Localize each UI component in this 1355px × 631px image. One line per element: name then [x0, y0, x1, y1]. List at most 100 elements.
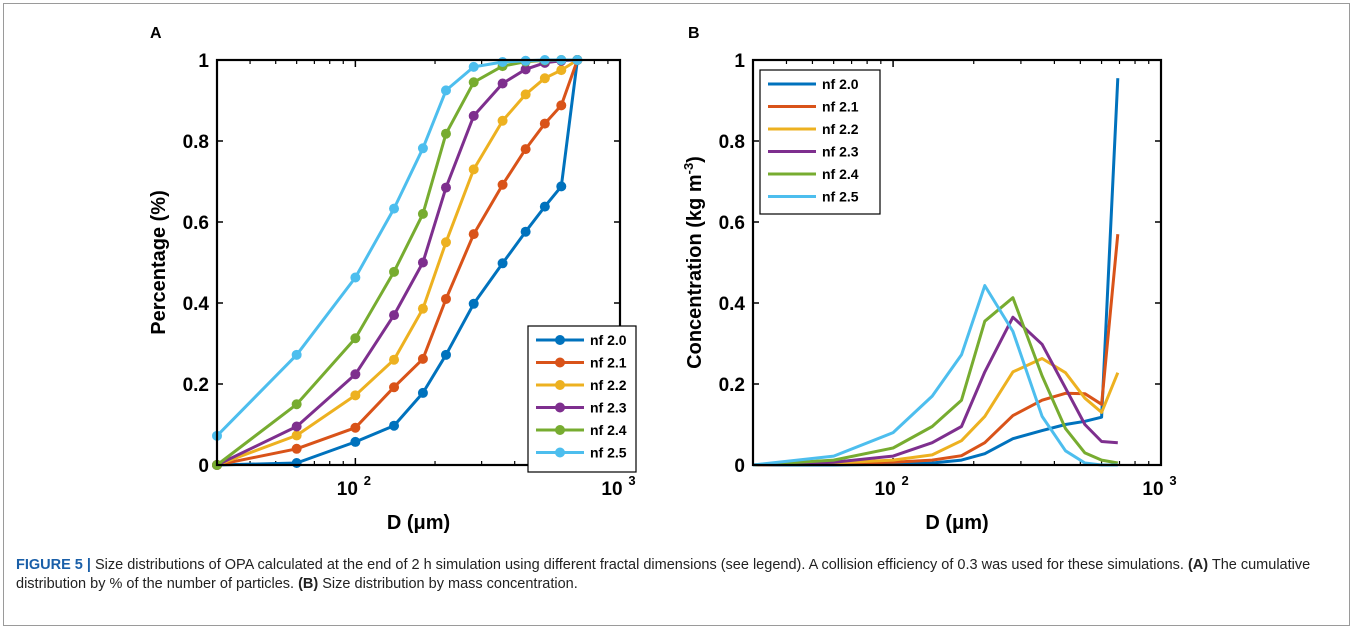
x-tick-exponent: 3: [1169, 473, 1176, 488]
x-tick-exponent: 3: [628, 473, 635, 488]
data-point: [497, 78, 508, 89]
data-point: [468, 77, 479, 88]
x-tick-label: 10: [1142, 479, 1163, 500]
data-point: [520, 64, 531, 75]
x-tick-label: 10: [601, 479, 622, 500]
data-point: [468, 229, 479, 240]
data-point: [417, 208, 428, 219]
data-point: [417, 257, 428, 268]
legend-marker: [555, 357, 565, 368]
legend-label: nf 2.5: [822, 189, 859, 205]
legend-label: nf 2.0: [822, 76, 859, 92]
data-point: [291, 399, 302, 410]
y-tick-label: 0: [734, 456, 745, 477]
y-tick-label: 0.4: [183, 294, 210, 315]
data-point: [291, 349, 302, 360]
series-line-nf-2-5: [752, 284, 1118, 467]
panel-label-a: A: [150, 25, 162, 42]
caption-text-1: Size distributions of OPA calculated at …: [90, 557, 1188, 573]
legend-label: nf 2.1: [590, 355, 627, 371]
data-point: [291, 443, 302, 454]
legend-box-b: [759, 69, 881, 215]
x-axis-label: D (μm): [925, 512, 988, 534]
data-point: [291, 457, 302, 468]
data-point: [440, 237, 451, 248]
legend-label: nf 2.4: [822, 166, 859, 182]
y-tick-label: 0.6: [183, 213, 209, 234]
data-point: [389, 203, 400, 214]
y-axis-label: Percentage (%): [148, 190, 170, 335]
series-line-nf-2-3: [752, 315, 1118, 467]
y-tick-label: 0.2: [719, 375, 745, 396]
caption-text-2: The cumulative distribution by % of the …: [16, 557, 1311, 592]
legend-label: nf 2.2: [822, 121, 859, 137]
data-point: [389, 420, 400, 431]
data-point: [350, 333, 361, 344]
data-point: [497, 57, 508, 68]
x-tick-label: 10: [875, 479, 896, 500]
y-tick-label: 0: [198, 456, 209, 477]
axes-frame-b: [751, 58, 1163, 467]
series-line-nf-2-2: [752, 357, 1120, 467]
data-point: [417, 387, 428, 398]
data-point: [539, 201, 550, 212]
legend-label: nf 2.3: [822, 144, 859, 160]
data-point: [497, 115, 508, 126]
data-point: [556, 100, 567, 111]
y-tick-label: 1: [734, 51, 745, 72]
x-tick-exponent: 2: [901, 473, 908, 488]
data-point: [468, 298, 479, 309]
data-point: [389, 266, 400, 277]
legend-label: nf 2.3: [590, 400, 627, 416]
data-point: [520, 89, 531, 100]
data-point: [417, 143, 428, 154]
y-tick-label: 0.8: [183, 132, 209, 153]
panel-label-b: B: [688, 25, 700, 42]
x-tick-exponent: 2: [364, 473, 371, 488]
legend-label: nf 2.5: [590, 445, 627, 461]
legend-marker: [555, 447, 565, 458]
data-point: [440, 293, 451, 304]
data-point: [440, 182, 451, 193]
data-point: [440, 85, 451, 96]
caption-text-3: Size distribution by mass concentration.: [318, 576, 578, 592]
x-axis-label: D (μm): [387, 512, 450, 534]
axes-frame-a: [215, 58, 622, 467]
data-point: [291, 430, 302, 441]
data-point: [539, 73, 550, 84]
legend-label: nf 2.0: [590, 332, 627, 348]
chart-panel-b: 0 0.2 0.4 0.6 0.8 1 10 2 10 3 D (μm) Concentration …: [681, 51, 1177, 534]
data-point: [389, 354, 400, 365]
legend-label: nf 2.2: [590, 377, 627, 393]
series-line-nf-2-1: [752, 234, 1120, 467]
data-point: [497, 258, 508, 269]
data-point: [389, 310, 400, 321]
data-point: [497, 179, 508, 190]
legend-label: nf 2.1: [822, 99, 859, 115]
figure-frame: [3, 3, 1350, 626]
figure-caption: FIGURE 5 | Size distributions of OPA cal…: [16, 556, 1336, 594]
data-point: [556, 65, 567, 76]
legend-box-a: [527, 325, 637, 473]
data-point: [468, 61, 479, 72]
data-point: [417, 303, 428, 314]
data-point: [440, 349, 451, 360]
data-point: [520, 144, 531, 155]
data-point: [291, 421, 302, 432]
y-tick-label: 1: [198, 51, 209, 72]
chart-panel-a: 0 0.2 0.4 0.6 0.8 1 10 2 10 3 D (μm) Percentage (%)…: [148, 51, 637, 534]
data-point: [350, 436, 361, 447]
caption-label: FIGURE 5 |: [16, 557, 91, 573]
y-tick-label: 0.8: [719, 132, 745, 153]
y-tick-label: 0.4: [719, 294, 746, 315]
data-point: [440, 128, 451, 139]
data-point: [556, 181, 567, 192]
y-tick-label: 0.6: [719, 213, 745, 234]
data-point: [350, 422, 361, 433]
legend-label: nf 2.4: [590, 422, 627, 438]
data-point: [350, 390, 361, 401]
x-tick-label: 10: [337, 479, 358, 500]
data-point: [417, 353, 428, 364]
y-axis-label: Concentration (kg m-3): [681, 156, 706, 369]
caption-ref-a: (A): [1187, 557, 1209, 573]
